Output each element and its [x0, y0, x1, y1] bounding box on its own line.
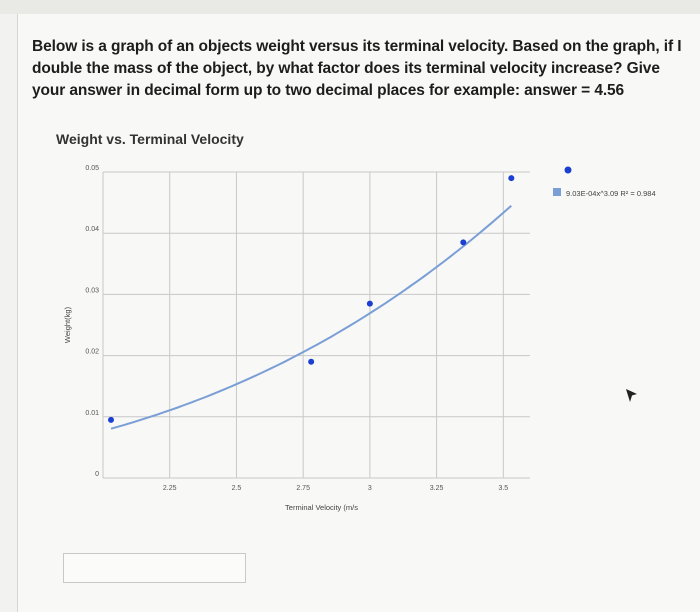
data-point: [108, 416, 115, 423]
top-bar: [0, 0, 700, 14]
x-tick-label: 3.25: [430, 485, 444, 492]
data-point: [366, 300, 373, 307]
y-axis-label: Weight(kg): [63, 306, 72, 343]
x-axis-label: Terminal Velocity (m/s: [285, 503, 358, 512]
y-tick-label: 0.05: [85, 165, 99, 172]
answer-input[interactable]: [63, 553, 246, 583]
example-answer: 4.56: [594, 82, 625, 99]
x-tick-label: 3: [368, 485, 372, 492]
legend-marker-dot: [564, 166, 572, 174]
x-tick-label: 2.25: [163, 485, 177, 492]
x-tick-label: 2.75: [296, 485, 310, 492]
trendline: [110, 204, 512, 430]
y-tick-label: 0.02: [85, 349, 99, 356]
data-point: [508, 175, 515, 182]
data-point: [308, 358, 315, 365]
mouse-cursor-icon: [626, 389, 637, 402]
y-tick-label: 0.03: [85, 287, 99, 294]
data-point: [460, 239, 467, 246]
x-tick-label: 3.5: [498, 485, 508, 492]
y-tick-label: 0: [95, 471, 99, 478]
chart-title: Weight vs. Terminal Velocity: [56, 131, 244, 147]
y-tick-label: 0.04: [85, 226, 99, 233]
legend-swatch: [553, 188, 561, 196]
question-card: [17, 14, 700, 612]
question-text: Below is a graph of an objects weight ve…: [32, 36, 682, 102]
x-tick-label: 2.5: [232, 485, 242, 492]
question-body: Below is a graph of an objects weight ve…: [32, 38, 682, 99]
y-tick-label: 0.01: [85, 410, 99, 417]
legend-label: 9.03E-04x^3.09 R² = 0.984: [566, 189, 656, 198]
